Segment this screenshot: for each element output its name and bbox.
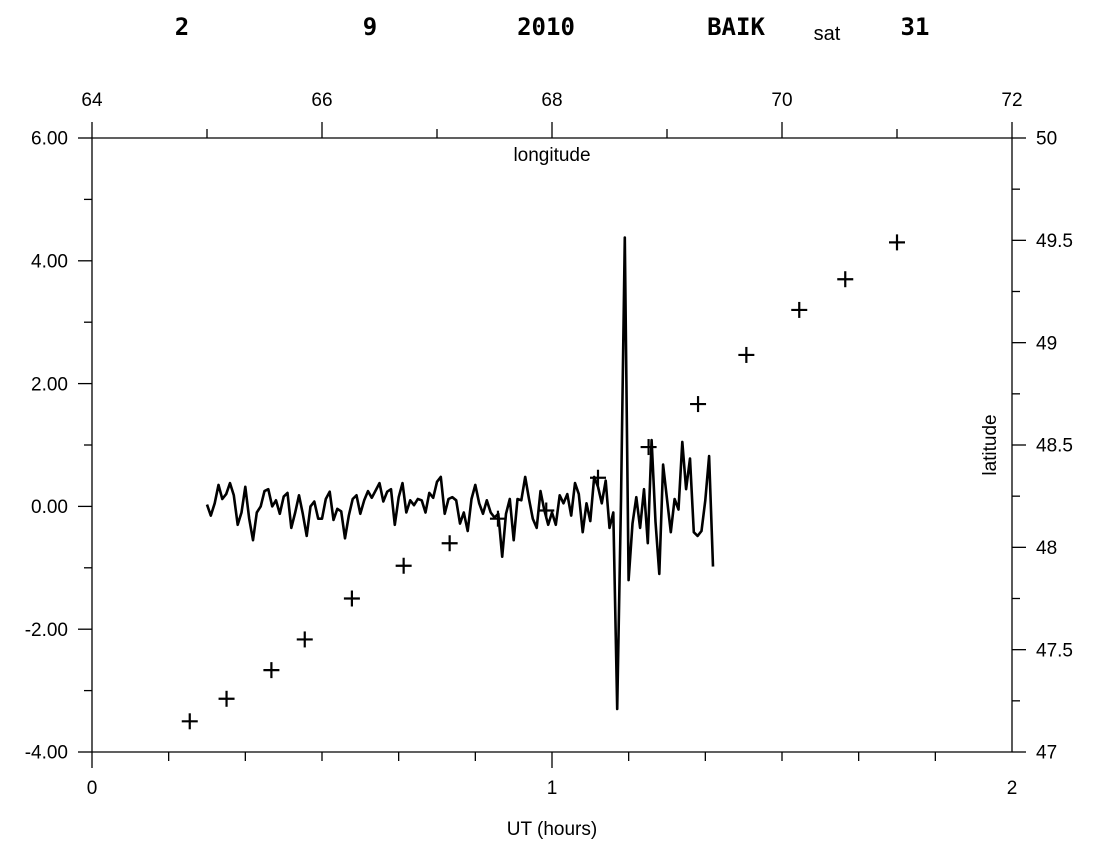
header-day: 2 (175, 13, 189, 41)
y-left-tick-label: -4.00 (25, 743, 68, 764)
y-right-tick-label: 49 (1036, 333, 1057, 354)
plot-series (181, 234, 905, 730)
y-right-tick-label: 48.5 (1036, 436, 1073, 457)
plus-marker (590, 469, 606, 486)
plus-marker (889, 234, 905, 251)
header-station: BAIK (707, 13, 765, 41)
plus-marker (181, 713, 198, 730)
y-right-tick-label: 47 (1036, 743, 1057, 764)
header-year: 2010 (517, 13, 575, 41)
x-tick-label: 0 (87, 778, 98, 799)
plus-marker (489, 510, 506, 527)
plus-marker (218, 690, 235, 707)
header-sat-number: 31 (901, 13, 930, 41)
top-tick-label: 70 (771, 90, 792, 111)
x-axis-label: UT (hours) (507, 819, 597, 840)
plus-marker (538, 502, 555, 519)
y-left-tick-label: 2.00 (31, 374, 68, 395)
y-left-tick-label: 4.00 (31, 251, 68, 272)
y-right-tick-label: 50 (1036, 129, 1057, 150)
y-left-tick-label: 0.00 (31, 497, 68, 518)
header-month: 9 (363, 13, 377, 41)
y-right-tick-label: 49.5 (1036, 231, 1073, 252)
x-tick-label: 1 (547, 778, 558, 799)
plus-marker (690, 396, 707, 413)
y-right-tick-label: 48 (1036, 538, 1057, 559)
plus-marker (296, 631, 313, 648)
plus-marker (738, 346, 755, 363)
y-right-tick-label: 47.5 (1036, 640, 1073, 661)
top-tick-label: 68 (541, 90, 562, 111)
top-axis-label: longitude (513, 145, 590, 166)
plus-marker (343, 590, 360, 607)
plus-marker (263, 662, 280, 679)
top-tick-label: 64 (81, 90, 103, 111)
plus-marker (441, 535, 458, 552)
plus-marker (791, 301, 808, 318)
header-sat-label: sat (814, 23, 841, 45)
x-tick-label: 2 (1007, 778, 1018, 799)
plus-marker (395, 557, 412, 574)
plot-axes: 0 1 2 64 66 68 70 72 -4.00 -2.00 0.00 2.00 4.00 6.00 4… (25, 90, 1073, 799)
y-left-tick-label: 6.00 (31, 129, 68, 150)
header-row: 2 9 2010 BAIK sat 31 (175, 13, 930, 45)
top-tick-label: 72 (1001, 90, 1022, 111)
plus-marker (640, 439, 657, 456)
signal-line (205, 236, 715, 711)
plus-marker (837, 271, 854, 288)
top-tick-label: 66 (311, 90, 332, 111)
y-left-tick-label: -2.00 (25, 620, 68, 641)
right-axis-label: latitude (980, 414, 1001, 475)
